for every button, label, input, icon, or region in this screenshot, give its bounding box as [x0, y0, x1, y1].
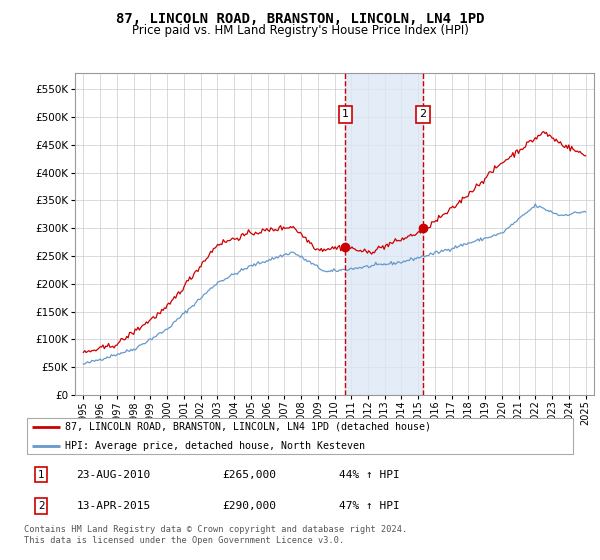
Text: 1: 1	[38, 470, 44, 480]
FancyBboxPatch shape	[27, 418, 573, 454]
Text: 87, LINCOLN ROAD, BRANSTON, LINCOLN, LN4 1PD: 87, LINCOLN ROAD, BRANSTON, LINCOLN, LN4…	[116, 12, 484, 26]
Text: 2: 2	[419, 109, 427, 119]
Text: 47% ↑ HPI: 47% ↑ HPI	[338, 501, 400, 511]
Text: 2: 2	[38, 501, 44, 511]
Text: 23-AUG-2010: 23-AUG-2010	[76, 470, 151, 480]
Text: 44% ↑ HPI: 44% ↑ HPI	[338, 470, 400, 480]
Text: 87, LINCOLN ROAD, BRANSTON, LINCOLN, LN4 1PD (detached house): 87, LINCOLN ROAD, BRANSTON, LINCOLN, LN4…	[65, 422, 431, 432]
Text: 13-APR-2015: 13-APR-2015	[76, 501, 151, 511]
Text: Price paid vs. HM Land Registry's House Price Index (HPI): Price paid vs. HM Land Registry's House …	[131, 24, 469, 36]
Text: Contains HM Land Registry data © Crown copyright and database right 2024.
This d: Contains HM Land Registry data © Crown c…	[24, 525, 407, 545]
Text: £290,000: £290,000	[223, 501, 277, 511]
Text: £265,000: £265,000	[223, 470, 277, 480]
Text: HPI: Average price, detached house, North Kesteven: HPI: Average price, detached house, Nort…	[65, 441, 365, 451]
Text: 1: 1	[342, 109, 349, 119]
Bar	[346, 73, 423, 395]
